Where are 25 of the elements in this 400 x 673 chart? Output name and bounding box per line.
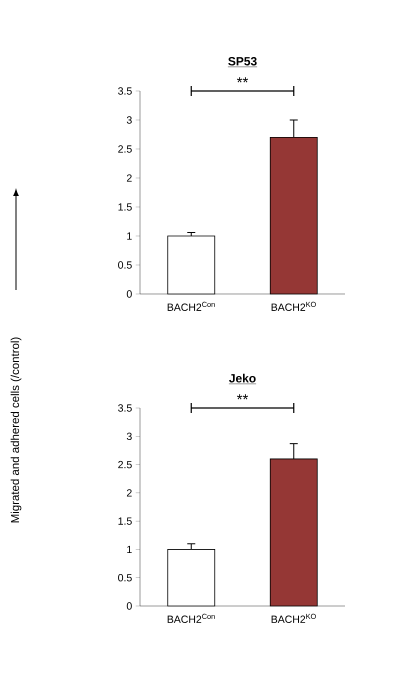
y-tick-label: 0: [126, 290, 132, 298]
y-tick-label: 1.5: [118, 518, 132, 525]
y-tick-label: 0.5: [118, 574, 132, 582]
y-tick-label: 2: [126, 489, 132, 497]
chart-title: Jeko: [229, 374, 256, 383]
x-tick-label: BACH2$^{Con}$: [168, 614, 215, 623]
y-tick-label: 1.5: [118, 203, 132, 211]
y-tick-label: 2: [126, 174, 132, 182]
y-tick-label: 3.5: [118, 404, 132, 412]
y-tick-label: 0.5: [118, 261, 132, 269]
chart-title: SP53: [228, 57, 257, 66]
y-tick-label: 3: [126, 432, 132, 440]
x-tick-label: BACH2$^{Con}$: [168, 302, 215, 311]
y-axis-title: Migrated and adhered cells (/control): [10, 337, 22, 522]
text: **: [236, 77, 248, 82]
y-tick-label: 2.5: [118, 460, 132, 468]
y-tick-label: 3: [126, 116, 132, 124]
y-tick-label: 2.5: [118, 145, 132, 153]
y-tick-label: 0: [126, 602, 132, 610]
x-tick-label: BACH2$^{KO}$: [272, 614, 316, 623]
y-tick-label: 1: [127, 232, 132, 240]
y-tick-label: 3.5: [118, 87, 132, 95]
y-tick-label: 1: [127, 546, 132, 554]
text: **: [236, 394, 248, 400]
x-tick-label: BACH2$^{KO}$: [272, 302, 316, 311]
